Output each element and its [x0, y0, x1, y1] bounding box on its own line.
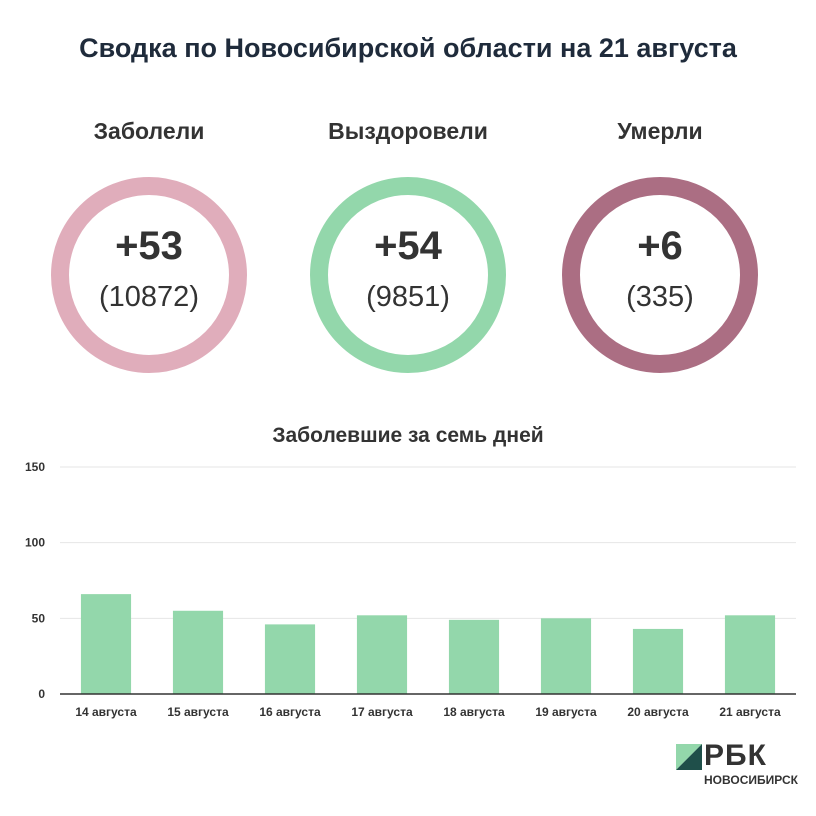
x-tick-label: 14 августа — [75, 705, 137, 719]
stat-infected-ring: +53 (10872) — [51, 177, 247, 373]
stat-infected: Заболели +53 (10872) — [29, 118, 269, 373]
stat-recovered: Выздоровели +54 (9851) — [288, 118, 528, 373]
bar — [724, 615, 776, 694]
y-tick-label: 50 — [32, 611, 46, 625]
page-title: Сводка по Новосибирской области на 21 ав… — [79, 33, 737, 63]
stat-infected-delta: +53 — [115, 224, 183, 268]
stat-recovered-ring: +54 (9851) — [310, 177, 506, 373]
y-tick-label: 150 — [25, 460, 45, 474]
bar — [632, 628, 684, 694]
chart-title: Заболевшие за семь дней — [272, 424, 544, 447]
bar — [264, 624, 316, 694]
rbc-logo-icon — [676, 744, 702, 770]
stat-recovered-delta: +54 — [374, 224, 442, 268]
x-tick-label: 17 августа — [351, 705, 413, 719]
stat-infected-total: (10872) — [99, 281, 199, 313]
x-tick-label: 15 августа — [167, 705, 229, 719]
x-tick-label: 16 августа — [259, 705, 321, 719]
bar — [172, 610, 224, 694]
bar-chart: 0 50 100 150 14 августа 15 августа 16 августа 1… — [25, 460, 796, 719]
stat-recovered-total: (9851) — [366, 281, 450, 313]
y-tick-label: 0 — [38, 687, 45, 701]
rbc-logo-word: РБК — [704, 739, 767, 772]
bar — [80, 594, 132, 694]
rbc-logo-subtitle: НОВОСИБИРСК — [704, 773, 798, 787]
bar — [540, 618, 592, 694]
x-tick-label: 21 августа — [719, 705, 781, 719]
x-tick-label: 19 августа — [535, 705, 597, 719]
stat-deaths: Умерли +6 (335) — [540, 118, 780, 373]
y-tick-label: 100 — [25, 536, 45, 550]
stat-recovered-label: Выздоровели — [328, 118, 488, 144]
stat-deaths-label: Умерли — [617, 118, 703, 144]
x-tick-label: 20 августа — [627, 705, 689, 719]
bar — [356, 615, 408, 694]
x-tick-label: 18 августа — [443, 705, 505, 719]
stat-deaths-delta: +6 — [637, 224, 683, 268]
bar — [448, 619, 500, 694]
stat-infected-label: Заболели — [93, 118, 205, 144]
rbc-logo: РБК НОВОСИБИРСК — [676, 739, 816, 792]
stat-deaths-total: (335) — [626, 281, 694, 313]
stat-deaths-ring: +6 (335) — [562, 177, 758, 373]
